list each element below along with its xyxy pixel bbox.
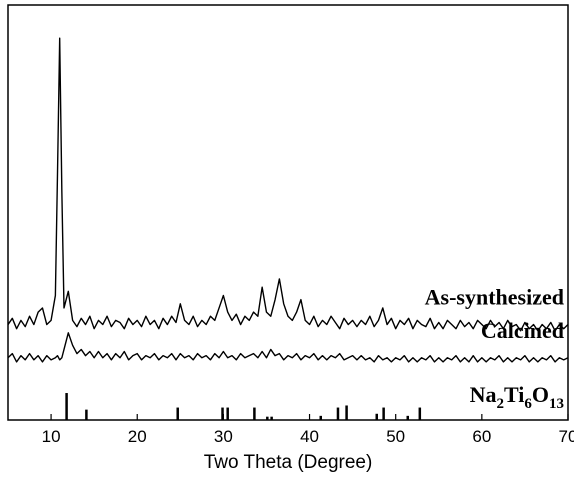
series-label: Calcined	[481, 318, 564, 343]
label-part: 13	[549, 396, 564, 412]
label-part: Na	[470, 382, 497, 407]
x-tick-label: 60	[472, 427, 491, 446]
x-tick-label: 40	[300, 427, 319, 446]
label-part: Ti	[504, 382, 524, 407]
label-part: O	[532, 382, 549, 407]
x-tick-label: 50	[386, 427, 405, 446]
xrd-pattern	[7, 37, 569, 332]
series-label: As-synthesized	[425, 285, 564, 310]
x-tick-label: 10	[42, 427, 61, 446]
plot-frame	[7, 4, 569, 421]
label-part: 6	[524, 396, 532, 412]
x-axis-title: Two Theta (Degree)	[204, 452, 373, 473]
x-tick-label: 30	[214, 427, 233, 446]
reference-label: Na2Ti6O13	[470, 382, 564, 412]
x-tick-label: 70	[559, 427, 574, 446]
xrd-pattern	[7, 332, 569, 363]
x-tick-label: 20	[128, 427, 147, 446]
label-part: 2	[496, 396, 504, 412]
